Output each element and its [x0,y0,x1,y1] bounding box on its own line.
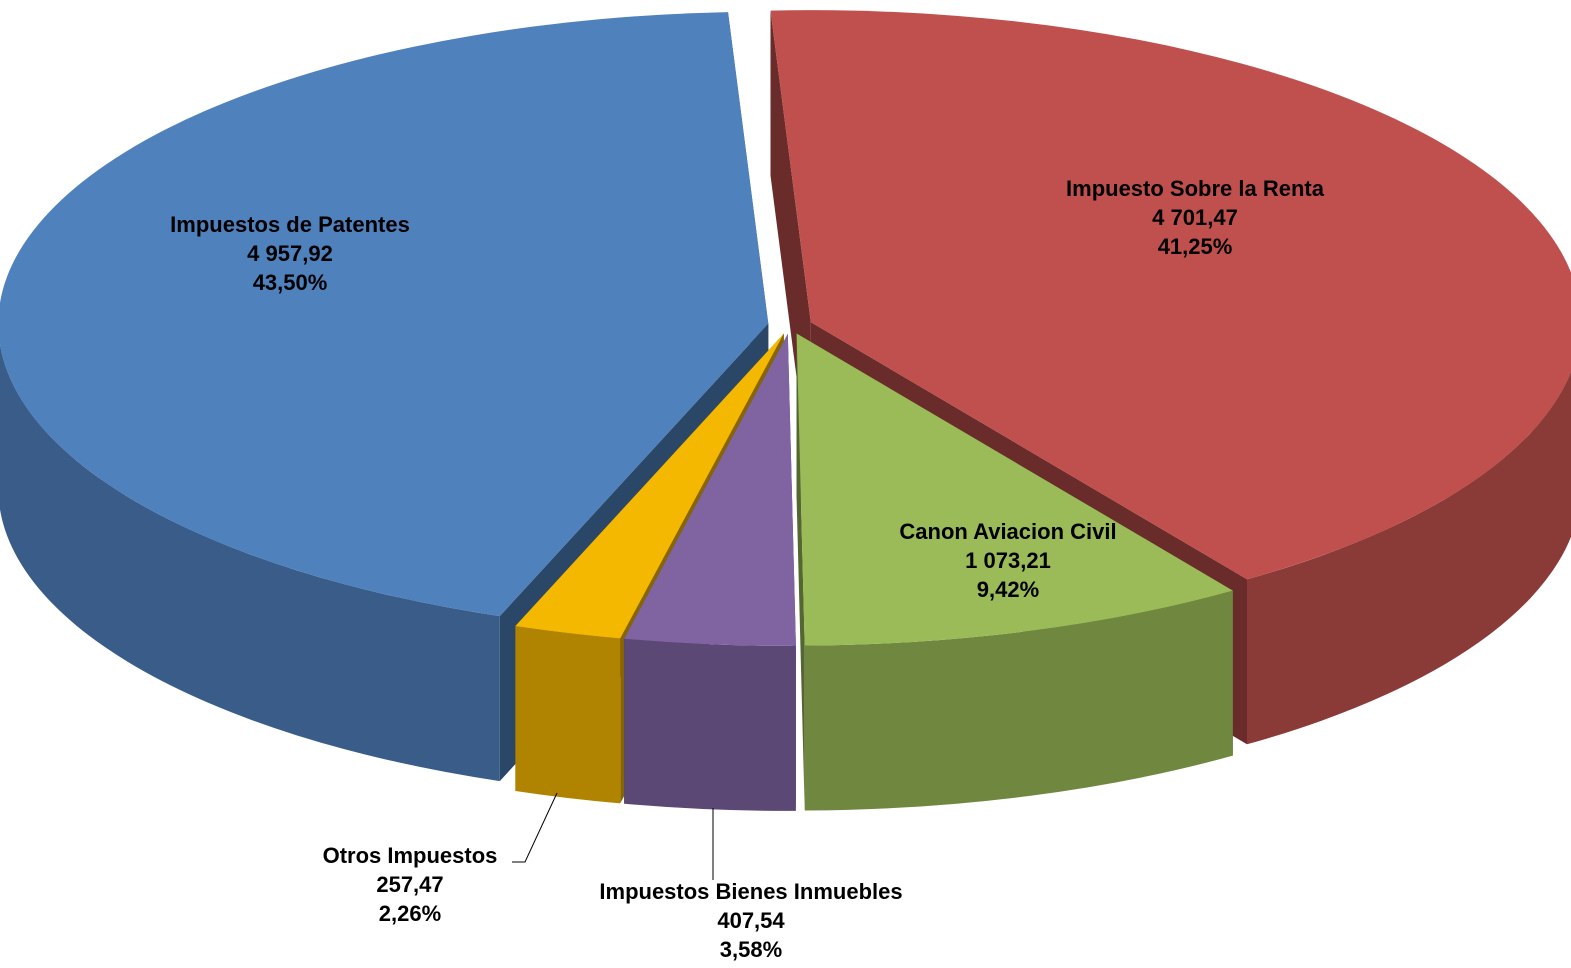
slice-value: 4 701,47 [1152,205,1238,230]
slice [515,333,784,639]
slice-wall [804,590,1233,811]
slice-percent: 9,42% [977,577,1039,602]
leader-line [512,792,558,863]
slice-value: 1 073,21 [965,548,1051,573]
slice-percent: 3,58% [720,937,782,962]
slice-wall [0,344,500,782]
slice-wall [515,626,621,804]
slice-percent: 41,25% [1158,234,1233,259]
slice-label: Canon Aviacion Civil [899,519,1116,544]
slice-value: 407,54 [717,908,785,933]
slice [0,12,769,617]
slice-label: Otros Impuestos [323,843,498,868]
slice-value: 257,47 [376,872,443,897]
slice-percent: 2,26% [379,901,441,926]
slice-label: Impuestos de Patentes [170,212,410,237]
slice-wall [624,638,796,811]
slice-wall [1247,371,1571,745]
slice [770,10,1571,580]
slice-label: Impuesto Sobre la Renta [1066,176,1325,201]
slice-value: 4 957,92 [247,241,333,266]
slice [796,333,1233,646]
slice-label: Impuestos Bienes Inmuebles [599,879,902,904]
slice-percent: 43,50% [253,270,328,295]
slice-side [796,333,805,811]
slice [624,333,796,646]
